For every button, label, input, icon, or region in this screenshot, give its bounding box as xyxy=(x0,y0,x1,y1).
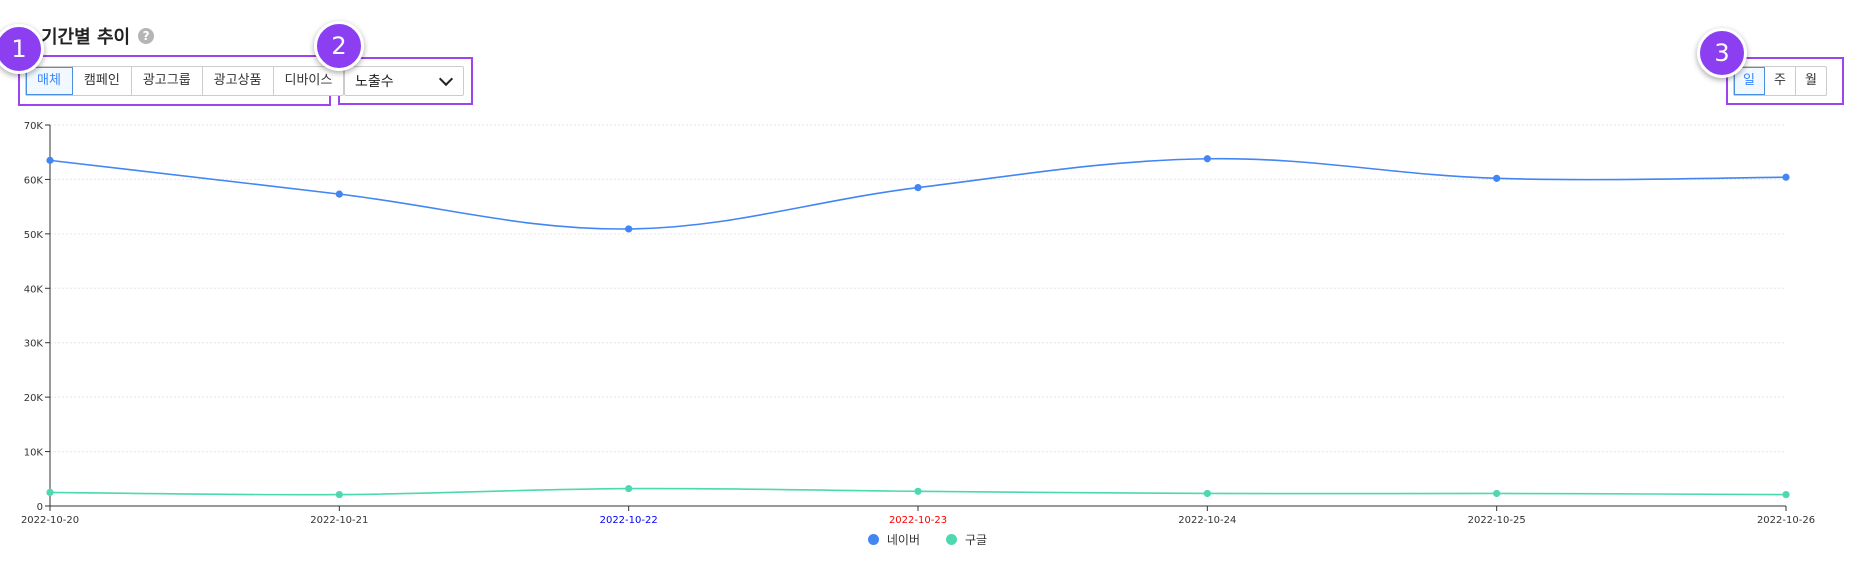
legend-label-google: 구글 xyxy=(965,533,988,547)
period-tabs: 일 주 월 xyxy=(1733,66,1827,96)
x-tick-label: 2022-10-22 xyxy=(600,515,658,526)
tab-campaign[interactable]: 캠페인 xyxy=(73,67,132,95)
chart-legend: 네이버 구글 xyxy=(0,531,1855,548)
legend-dot-naver xyxy=(867,534,879,545)
tab-ad-group[interactable]: 광고그룹 xyxy=(132,67,203,95)
dimension-tabs: 매체 캠페인 광고그룹 광고상품 디바이스 xyxy=(25,66,345,96)
data-point xyxy=(1782,490,1790,499)
tab-month[interactable]: 월 xyxy=(1804,73,1817,88)
tab-day[interactable]: 일 xyxy=(1734,67,1765,95)
tab-media[interactable]: 매체 xyxy=(26,67,73,95)
y-tick-label: 10K xyxy=(24,448,44,459)
data-point xyxy=(46,156,54,164)
data-point xyxy=(1493,174,1501,182)
data-point xyxy=(335,490,343,499)
x-tick-label: 2022-10-21 xyxy=(310,515,368,526)
y-tick-label: 30K xyxy=(24,339,44,350)
legend-item-google[interactable]: 구글 xyxy=(946,531,987,548)
y-tick-label: 0 xyxy=(37,502,43,513)
y-tick-label: 60K xyxy=(24,175,44,186)
tab-ad-product[interactable]: 광고상품 xyxy=(203,67,274,95)
title-text: 기간별 추이 xyxy=(41,27,131,48)
y-tick-label: 20K xyxy=(24,393,44,404)
data-point xyxy=(914,183,922,192)
section-title: 기간별 추이 ? xyxy=(41,23,155,49)
period-tabs-highlight xyxy=(1726,57,1844,105)
legend-dot-google xyxy=(946,534,958,545)
x-tick-label: 2022-10-25 xyxy=(1468,515,1526,526)
x-tick-label: 2022-10-23 xyxy=(889,515,947,526)
legend-label-naver: 네이버 xyxy=(886,533,921,547)
data-point xyxy=(1203,155,1211,163)
metric-select[interactable]: 노출수 xyxy=(344,66,464,96)
y-tick-label: 70K xyxy=(24,121,44,132)
data-point xyxy=(1782,173,1790,181)
y-tick-label: 40K xyxy=(24,284,44,295)
data-point xyxy=(625,484,633,493)
data-point xyxy=(914,487,922,495)
question-circle-icon[interactable]: ? xyxy=(138,28,155,44)
data-point xyxy=(335,190,343,198)
step-badge-3: 3 xyxy=(1697,28,1747,78)
series-line-0 xyxy=(49,157,1787,230)
step-badge-1: 1 xyxy=(0,24,44,74)
metric-select-value: 노출수 xyxy=(355,74,394,90)
tab-week[interactable]: 주 xyxy=(1765,67,1796,95)
data-point xyxy=(46,488,54,496)
data-point xyxy=(625,225,633,233)
x-tick-label: 2022-10-24 xyxy=(1178,515,1236,526)
tab-device[interactable]: 디바이스 xyxy=(284,73,333,88)
x-tick-label: 2022-10-26 xyxy=(1757,515,1815,526)
y-tick-label: 50K xyxy=(24,230,44,241)
legend-item-naver[interactable]: 네이버 xyxy=(867,531,921,548)
step-badge-2: 2 xyxy=(314,21,364,71)
data-point xyxy=(1203,489,1211,498)
x-tick-label: 2022-10-20 xyxy=(21,515,79,526)
data-point xyxy=(1493,489,1501,498)
